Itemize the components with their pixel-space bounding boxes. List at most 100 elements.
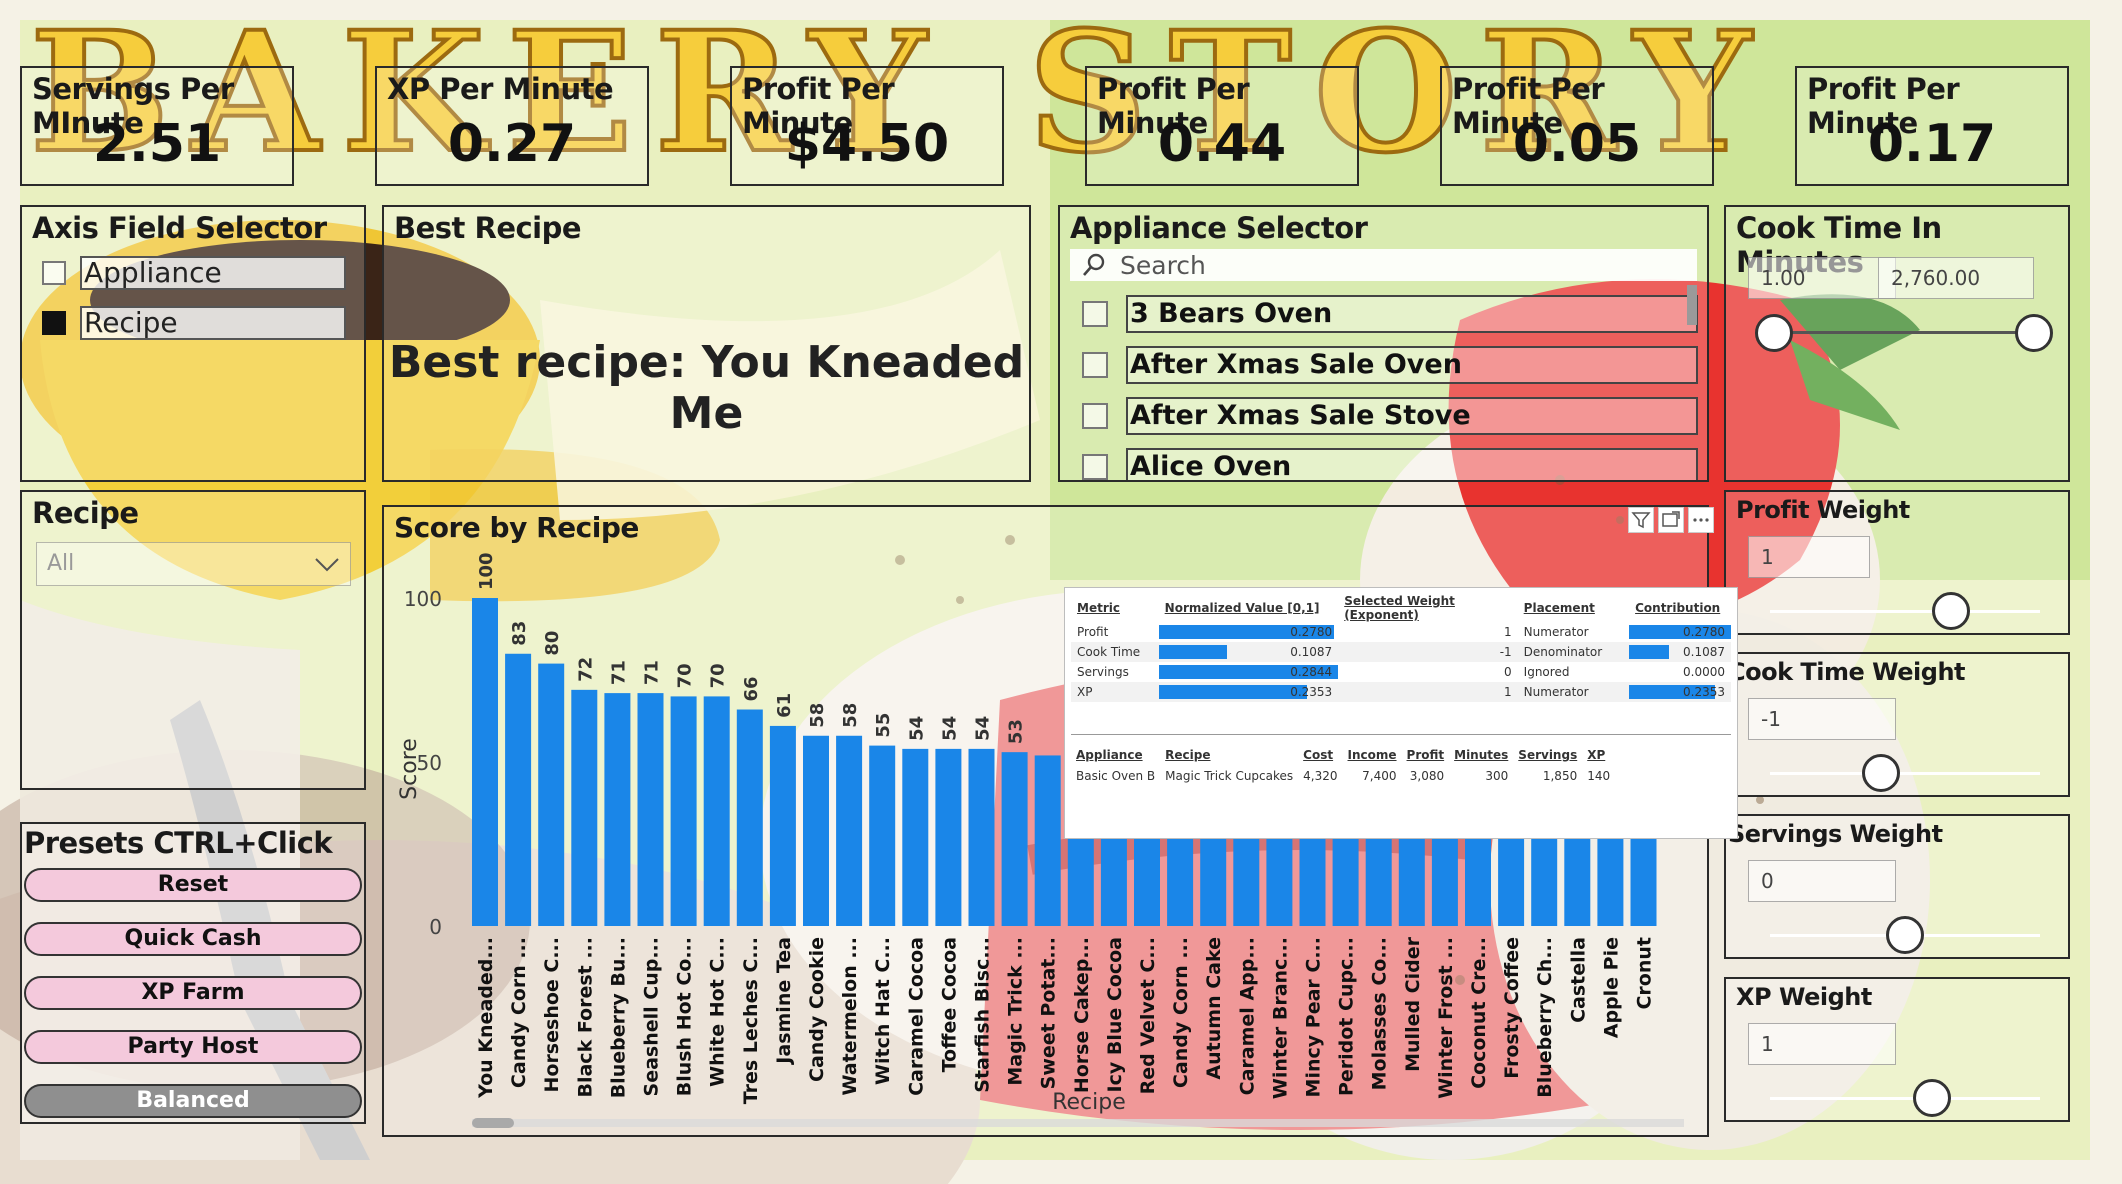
category-label: Black Forest ... — [574, 937, 596, 1098]
appliance-item-checkbox[interactable] — [1082, 454, 1108, 480]
category-label: Autumn Cake — [1203, 937, 1225, 1080]
data-label: 71 — [642, 660, 663, 685]
normalized-value: 0.2780 — [1158, 622, 1339, 642]
appliance-item-label: After Xmas Sale Oven — [1126, 346, 1698, 384]
category-label: Candy Corn ... — [508, 937, 530, 1088]
bar[interactable] — [968, 748, 995, 926]
appliance-search-input[interactable]: Search — [1070, 249, 1697, 281]
kpi-value: 2.51 — [92, 114, 222, 174]
cook-time-min-input[interactable]: 1.00 — [1748, 257, 1896, 299]
cook-time-weight-handle[interactable] — [1861, 754, 1900, 792]
xp-weight-input[interactable]: 1 — [1748, 1023, 1896, 1065]
bar[interactable] — [736, 709, 763, 926]
contribution: 0.2780 — [1629, 622, 1731, 642]
y-tick-label: 0 — [429, 915, 442, 939]
appliance-list-scrollbar[interactable] — [1687, 285, 1697, 325]
bar[interactable] — [637, 693, 664, 926]
recipe-checkbox[interactable] — [42, 311, 66, 335]
data-label: 83 — [509, 621, 530, 646]
normalized-bar — [1158, 665, 1339, 679]
recipe-dropdown[interactable]: All — [36, 542, 351, 586]
appliance-item[interactable]: Alice Oven — [1082, 446, 1698, 480]
appliance-item-checkbox[interactable] — [1082, 403, 1108, 429]
bar[interactable] — [571, 689, 598, 926]
x-axis-title: Recipe — [1052, 1090, 1126, 1115]
bar[interactable] — [935, 748, 962, 926]
xp-weight-track[interactable] — [1770, 1097, 2040, 1100]
cook-time-max-handle[interactable] — [2015, 314, 2053, 352]
appliance-checkbox[interactable] — [42, 261, 66, 285]
search-icon — [1083, 253, 1105, 276]
bar[interactable] — [803, 735, 829, 926]
category-label: Sweet Potat... — [1038, 937, 1060, 1089]
contribution-bar — [1629, 645, 1669, 659]
metric-name: XP — [1077, 685, 1093, 699]
bar[interactable] — [1001, 752, 1028, 926]
axis-option-label: Appliance — [80, 256, 346, 290]
cook-time-weight-card: Cook Time Weight -1 — [1724, 652, 2070, 797]
data-label: 55 — [873, 713, 894, 738]
profit-weight-handle[interactable] — [1931, 592, 1970, 630]
kpi-label: Profit Per Minute — [1097, 72, 1250, 140]
selected-weight: -1 — [1499, 645, 1512, 659]
xp-weight-handle[interactable] — [1913, 1079, 1951, 1117]
best-recipe-text: Best recipe: You Kneaded Me — [388, 337, 1025, 439]
bar[interactable] — [505, 653, 532, 926]
axis-option-appliance[interactable]: Appliance — [42, 255, 346, 291]
bar[interactable] — [538, 663, 565, 926]
appliance-item-label: 3 Bears Oven — [1126, 295, 1698, 333]
bar[interactable] — [703, 696, 730, 926]
appliance-item[interactable]: After Xmas Sale Stove — [1082, 395, 1698, 437]
axis-option-recipe[interactable]: Recipe — [42, 305, 346, 341]
contribution: 0.0000 — [1683, 665, 1725, 679]
bar[interactable] — [869, 745, 896, 926]
chart-title: Score by Recipe — [394, 511, 639, 544]
metric-header: Metric — [1077, 601, 1120, 615]
party-host-preset-button[interactable]: Party Host — [24, 1030, 362, 1064]
bar[interactable] — [769, 725, 796, 926]
data-label: 66 — [741, 676, 762, 701]
servings-weight-handle[interactable] — [1886, 916, 1924, 954]
bar[interactable] — [902, 748, 929, 926]
bar[interactable] — [1034, 755, 1061, 926]
category-label: Candy Cookie — [806, 937, 828, 1082]
cook-time-max-input[interactable]: 2,760.00 — [1878, 257, 2034, 299]
servings-weight-input[interactable]: 0 — [1748, 860, 1896, 902]
profit-weight-input[interactable]: 1 — [1748, 536, 1870, 578]
cook-time-slider-track[interactable] — [1774, 331, 2034, 334]
detail-cell: 4,320 — [1303, 769, 1338, 783]
appliance-item[interactable]: 3 Bears Oven — [1082, 293, 1698, 335]
chart-scrollbar-thumb[interactable] — [472, 1118, 514, 1128]
cook-time-weight-input[interactable]: -1 — [1748, 698, 1896, 740]
category-label: Horse Cakep... — [1071, 937, 1093, 1093]
kpi-card-profit-4: Profit Per Minute 0.17 — [1795, 66, 2069, 186]
bar[interactable] — [836, 735, 863, 926]
detail-cell: 300 — [1485, 769, 1509, 783]
profit-weight-track[interactable] — [1770, 610, 2040, 613]
cook-time-weight-track[interactable] — [1770, 772, 2040, 775]
category-label: Witch Hat C... — [872, 937, 894, 1085]
cook-time-min-handle[interactable] — [1755, 314, 1793, 352]
chart-horizontal-scrollbar[interactable] — [472, 1119, 1684, 1127]
category-label: Coconut Cre... — [1468, 937, 1490, 1089]
quick-cash-preset-button[interactable]: Quick Cash — [24, 922, 362, 956]
appliance-item-checkbox[interactable] — [1082, 301, 1108, 327]
appliance-item[interactable]: After Xmas Sale Oven — [1082, 344, 1698, 386]
placement: Denominator — [1523, 645, 1603, 659]
appliance-item-checkbox[interactable] — [1082, 352, 1108, 378]
data-label: 58 — [807, 703, 828, 728]
y-axis-title: Score — [397, 738, 422, 800]
bar[interactable] — [670, 696, 697, 926]
bar[interactable] — [604, 693, 631, 926]
bar[interactable] — [472, 598, 498, 926]
focus-mode-icon[interactable] — [1658, 507, 1684, 533]
search-placeholder: Search — [1120, 250, 1206, 280]
balanced-preset-button[interactable]: Balanced — [24, 1084, 362, 1118]
kpi-value: $4.50 — [784, 114, 950, 174]
data-label: 54 — [906, 716, 927, 741]
chart-header-icons — [1628, 507, 1714, 533]
reset-preset-button[interactable]: Reset — [24, 868, 362, 902]
xp-farm-preset-button[interactable]: XP Farm — [24, 976, 362, 1010]
filter-icon[interactable] — [1628, 507, 1654, 533]
more-options-icon[interactable] — [1688, 507, 1714, 533]
